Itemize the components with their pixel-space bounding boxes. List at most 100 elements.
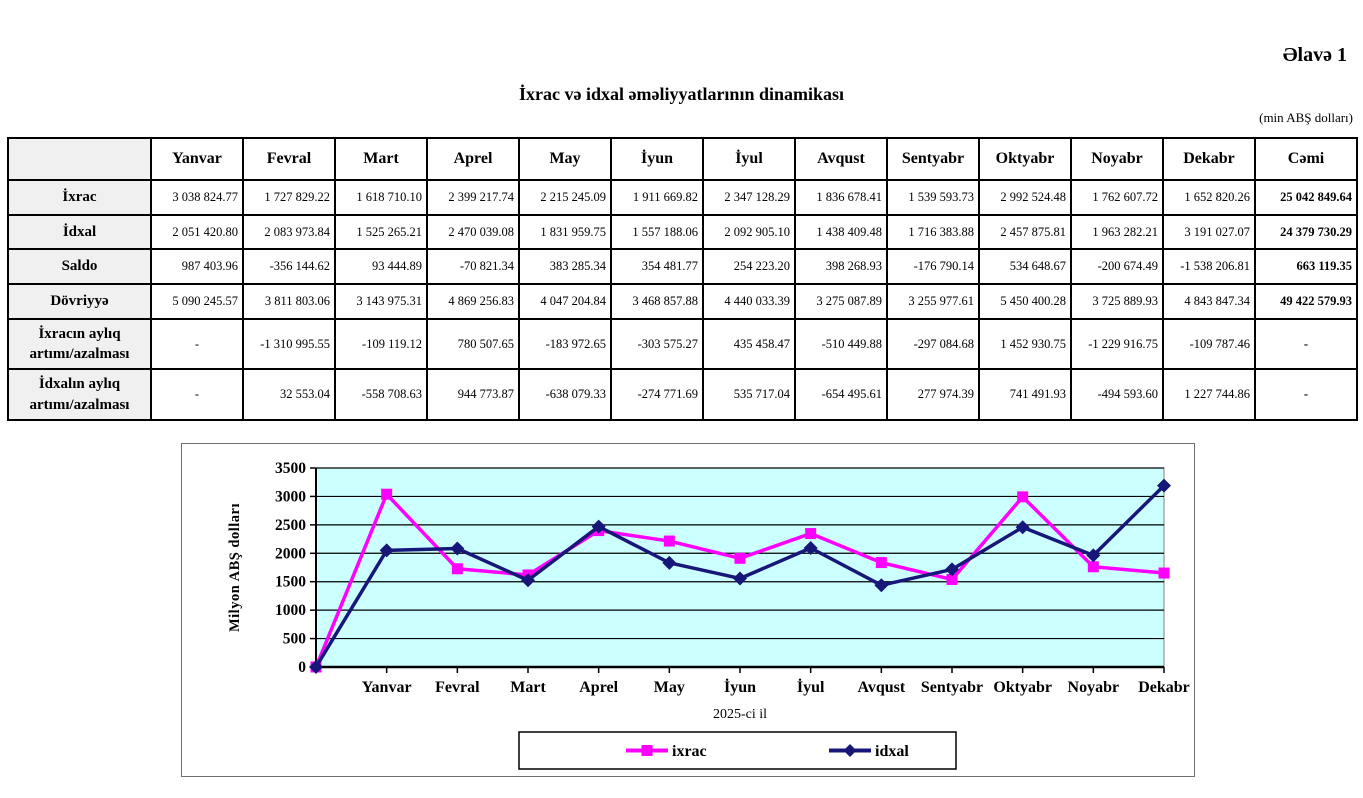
table-cell: 435 458.47 — [702, 318, 796, 370]
x-category-label: May — [654, 679, 685, 696]
table-cell: 4 843 847.34 — [1162, 283, 1256, 320]
marker-idxal — [1086, 548, 1101, 563]
table-cell: - — [150, 318, 244, 370]
row-label: İdxal — [7, 214, 152, 250]
legend-marker-ixrac — [641, 745, 653, 756]
x-category-label: Avqust — [857, 679, 905, 696]
marker-idxal — [874, 578, 889, 593]
row-label: İxrac — [7, 179, 152, 216]
column-header: Sentyabr — [886, 137, 980, 181]
table-cell: 3 038 824.77 — [150, 179, 244, 216]
table-cell: 4 869 256.83 — [426, 283, 520, 320]
column-header: Fevral — [242, 137, 336, 181]
marker-ixrac — [663, 535, 675, 547]
table-cell: - — [1254, 368, 1358, 421]
x-category-label: Fevral — [435, 679, 480, 696]
table-cell: 354 481.77 — [610, 248, 704, 285]
line-chart: 0 500 1000 1500 2000 2500 3000 3500 Yanvar Fevral… — [181, 443, 1195, 777]
table-cell: 1 762 607.72 — [1070, 179, 1164, 216]
row-label: İxracın aylıq artımı/azalması — [7, 318, 152, 370]
table-cell: -638 079.33 — [518, 368, 612, 421]
table-cell: -558 708.63 — [334, 368, 428, 421]
table-cell: 1 227 744.86 — [1162, 368, 1256, 421]
table-cell: 780 507.65 — [426, 318, 520, 370]
table-cell: -654 495.61 — [794, 368, 888, 421]
marker-idxal — [945, 562, 959, 577]
column-header: Cəmi — [1254, 137, 1358, 181]
table-cell: -1 229 916.75 — [1070, 318, 1164, 370]
table-cell: 383 285.34 — [518, 248, 612, 285]
x-axis-title: 2025-ci il — [713, 707, 767, 722]
table-cell: 741 491.93 — [978, 368, 1072, 421]
table-cell: - — [150, 368, 244, 421]
marker-ixrac — [734, 552, 746, 564]
y-axis-title: Milyon ABŞ dolları — [227, 503, 243, 632]
table-cell: -183 972.65 — [518, 318, 612, 370]
table-cell: -297 084.68 — [886, 318, 980, 370]
marker-idxal — [662, 555, 677, 570]
y-tick-label: 1000 — [275, 602, 306, 619]
y-tick-label: 0 — [298, 659, 306, 676]
y-tick-label: 500 — [283, 631, 307, 648]
table-cell: 1 727 829.22 — [242, 179, 336, 216]
marker-idxal — [1015, 520, 1030, 535]
row-label: İdxalın aylıq artımı/azalması — [7, 368, 152, 421]
table-cell: -356 144.62 — [242, 248, 336, 285]
table-cell: -274 771.69 — [610, 368, 704, 421]
table-row: Saldo 987 403.96 -356 144.62 93 444.89 -70 8… — [7, 248, 1358, 285]
table-cell: 254 223.20 — [702, 248, 796, 285]
column-header: Oktyabr — [978, 137, 1072, 181]
table-cell: 3 468 857.88 — [610, 283, 704, 320]
table-cell: 535 717.04 — [702, 368, 796, 421]
table-cell: 2 457 875.81 — [978, 214, 1072, 250]
table-cell: 24 379 730.29 — [1254, 214, 1358, 250]
table-cell: 2 051 420.80 — [150, 214, 244, 250]
marker-idxal — [803, 541, 818, 556]
table-cell: 49 422 579.93 — [1254, 283, 1358, 320]
marker-ixrac — [1017, 491, 1029, 503]
y-tick-label: 2500 — [275, 517, 306, 534]
x-category-label: İyul — [797, 677, 825, 696]
table-cell: 1 452 930.75 — [978, 318, 1072, 370]
table-cell: 398 268.93 — [794, 248, 888, 285]
marker-idxal — [379, 543, 394, 558]
marker-idxal — [450, 541, 465, 556]
table-cell: 3 811 803.06 — [242, 283, 336, 320]
x-category-label: Noyabr — [1068, 679, 1120, 696]
legend-box — [518, 731, 957, 770]
table-cell: 1 438 409.48 — [794, 214, 888, 250]
table-cell: -109 787.46 — [1162, 318, 1256, 370]
row-label: Dövriyyə — [7, 283, 152, 320]
column-header: Noyabr — [1070, 137, 1164, 181]
marker-ixrac — [946, 573, 958, 585]
table-row: İdxalın aylıq artımı/azalması -32 553.04-… — [7, 368, 1358, 421]
trade-summary-table: Yanvar Fevral Mart Aprel May İyun İyul Avqust Se… — [7, 137, 1358, 421]
table-row: İdxal 2 051 420.80 2 083 973.84 1 525 265.2… — [7, 214, 1358, 250]
table-cell: -1 538 206.81 — [1162, 248, 1256, 285]
y-tick-label: 2000 — [275, 545, 306, 562]
table-cell: 944 773.87 — [426, 368, 520, 421]
column-header: Aprel — [426, 137, 520, 181]
table-cell: 1 963 282.21 — [1070, 214, 1164, 250]
marker-idxal — [591, 519, 606, 534]
table-cell: 1 539 593.73 — [886, 179, 980, 216]
marker-idxal — [309, 660, 323, 674]
table-cell: 4 440 033.39 — [702, 283, 796, 320]
legend-label-ixrac: ixrac — [672, 743, 707, 760]
table-cell: 2 083 973.84 — [242, 214, 336, 250]
table-cell: 2 092 905.10 — [702, 214, 796, 250]
x-category-label: Mart — [510, 679, 546, 696]
table-cell: -70 821.34 — [426, 248, 520, 285]
x-category-label: Aprel — [579, 679, 618, 696]
column-header: İyul — [702, 137, 796, 181]
table-cell: -200 674.49 — [1070, 248, 1164, 285]
table-cell: 3 725 889.93 — [1070, 283, 1164, 320]
table-cell: 2 399 217.74 — [426, 179, 520, 216]
column-header: Mart — [334, 137, 428, 181]
marker-ixrac — [451, 563, 463, 575]
table-cell: 2 992 524.48 — [978, 179, 1072, 216]
table-cell: -176 790.14 — [886, 248, 980, 285]
table-cell: -510 449.88 — [794, 318, 888, 370]
table-cell: 277 974.39 — [886, 368, 980, 421]
table-cell: 1 652 820.26 — [1162, 179, 1256, 216]
